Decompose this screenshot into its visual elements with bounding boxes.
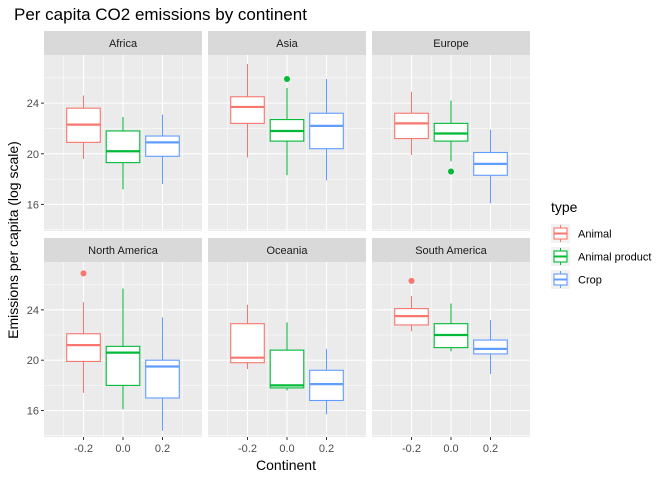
- facet-strip: [372, 238, 530, 262]
- facet-panel: South America -0.2 0.0 0.2: [372, 238, 530, 455]
- y-tick-label: 24: [27, 305, 39, 317]
- box-iqr: [230, 323, 265, 364]
- box-animal: [230, 304, 265, 370]
- legend-title: type: [551, 199, 578, 215]
- legend-label: Animal: [578, 229, 612, 241]
- facet-strip: [208, 31, 366, 55]
- outlier-point: [80, 270, 87, 277]
- y-tick-label: 20: [27, 149, 39, 161]
- legend: type Animal Animal product Crop: [551, 199, 651, 289]
- box-crop: [145, 317, 180, 431]
- box-animal-product: [105, 288, 141, 410]
- legend-entry: Animal: [551, 224, 612, 243]
- x-axis-title: Continent: [256, 457, 316, 473]
- y-axis-title: Emissions per capita (log scale): [5, 141, 21, 339]
- x-tick-label: 0.2: [483, 443, 498, 455]
- facet-panel: Oceania -0.2 0.0 0.2: [208, 238, 366, 455]
- box-iqr: [309, 112, 344, 150]
- facet-strip: [44, 31, 202, 55]
- box-animal-product: [433, 100, 469, 175]
- box-iqr: [269, 349, 305, 389]
- x-tick-label: -0.2: [238, 443, 257, 455]
- facet-strip-label: North America: [88, 245, 159, 257]
- box-crop: [309, 348, 344, 415]
- facet-strip-label: Africa: [109, 38, 138, 50]
- facet-panel: Asia: [208, 31, 366, 231]
- box-iqr: [309, 369, 344, 402]
- box-animal: [66, 95, 101, 159]
- box-crop: [145, 114, 180, 185]
- box-animal: [230, 63, 265, 158]
- x-tick-label: 0.0: [115, 443, 130, 455]
- outlier-point: [448, 168, 454, 175]
- box-crop: [473, 319, 508, 375]
- facet-strip-label: Europe: [433, 38, 468, 50]
- box-crop: [473, 129, 508, 204]
- legend-label: Crop: [578, 275, 602, 287]
- box-iqr: [473, 339, 508, 355]
- facet-strip-label: South America: [415, 245, 487, 257]
- box-iqr: [66, 333, 101, 363]
- x-tick-label: -0.2: [74, 443, 93, 455]
- outlier-point: [408, 277, 415, 284]
- legend-entry: Crop: [551, 270, 602, 289]
- box-animal: [394, 277, 429, 332]
- box-iqr: [230, 96, 265, 124]
- x-tick-label: 0.2: [319, 443, 334, 455]
- facet-panel: North America 16 20 24 -0.2 0.0 0.2: [27, 238, 202, 455]
- x-tick-label: 0.0: [443, 443, 458, 455]
- box-animal-product: [105, 117, 141, 190]
- facet-strip-label: Asia: [276, 38, 298, 50]
- box-animal-product: [269, 76, 305, 176]
- box-iqr: [145, 135, 180, 157]
- box-iqr: [433, 122, 469, 142]
- box-crop: [309, 79, 344, 181]
- facet-panel: Europe: [372, 31, 530, 231]
- y-tick-label: 16: [27, 406, 39, 418]
- x-tick-label: -0.2: [402, 443, 421, 455]
- facet-strip: [44, 238, 202, 262]
- legend-label: Animal product: [578, 252, 651, 264]
- facet-panels: Africa 16 20 24 Asia Europe North America 16 20 2…: [27, 31, 530, 455]
- box-animal: [66, 270, 101, 393]
- outlier-point: [284, 76, 290, 83]
- x-tick-label: 0.0: [279, 443, 294, 455]
- facet-strip: [208, 238, 366, 262]
- box-animal: [394, 91, 429, 156]
- chart-title: Per capita CO2 emissions by continent: [14, 5, 307, 24]
- facet-strip: [372, 31, 530, 55]
- legend-entry: Animal product: [551, 247, 651, 266]
- y-tick-label: 24: [27, 98, 39, 110]
- facet-strip-label: Oceania: [267, 245, 309, 257]
- box-iqr: [394, 112, 429, 140]
- y-tick-label: 16: [27, 199, 39, 211]
- box-animal-product: [269, 322, 305, 391]
- y-tick-label: 20: [27, 355, 39, 367]
- x-tick-label: 0.2: [155, 443, 170, 455]
- facet-panel: Africa 16 20 24: [27, 31, 202, 231]
- box-iqr: [105, 130, 141, 164]
- box-animal-product: [433, 303, 469, 352]
